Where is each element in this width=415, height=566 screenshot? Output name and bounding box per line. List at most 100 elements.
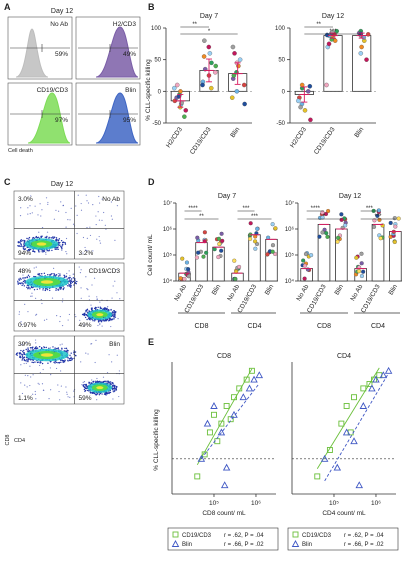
flow-dot xyxy=(27,348,29,351)
flow-dot xyxy=(20,349,22,352)
flow-dot xyxy=(62,360,65,362)
legend-series-name: Blin xyxy=(182,542,192,548)
data-point xyxy=(253,246,258,251)
flow-dot xyxy=(34,297,37,299)
data-point xyxy=(393,224,398,229)
flow-dot xyxy=(66,393,68,395)
data-point xyxy=(270,222,275,227)
flow-dot xyxy=(60,385,62,387)
legend-marker-triangle xyxy=(171,540,180,547)
flow-dot xyxy=(31,286,33,289)
density-contour xyxy=(36,242,47,246)
data-point xyxy=(216,255,221,260)
flow-dot xyxy=(65,347,68,350)
scatter-square xyxy=(243,376,250,383)
flow-dot xyxy=(86,389,89,392)
flow-dot xyxy=(30,376,32,378)
flow-dot xyxy=(19,243,22,245)
flow-dot xyxy=(41,302,43,305)
flow-dot xyxy=(59,241,61,244)
histogram-curve xyxy=(27,92,71,144)
flow-dot xyxy=(26,276,29,279)
data-point xyxy=(232,258,237,263)
flow-dot xyxy=(35,346,37,348)
y-tick-label: 0 xyxy=(158,89,162,95)
flow-dot xyxy=(21,284,23,287)
flow-dot xyxy=(20,356,22,359)
flow-dot xyxy=(30,349,32,351)
panel-c-xlabel: CD4 xyxy=(14,438,25,444)
flow-dot xyxy=(69,357,72,360)
quadrant-percent-tl: 48% xyxy=(18,268,31,275)
significance-label: *** xyxy=(374,214,382,220)
flow-dot xyxy=(75,205,77,207)
flow-dot xyxy=(104,307,106,309)
flow-dot xyxy=(50,237,52,239)
y-tick-label: 10⁴ xyxy=(163,278,173,285)
flow-dot xyxy=(58,238,61,240)
flow-dot xyxy=(30,359,33,361)
flow-dot xyxy=(21,392,24,395)
flow-dot xyxy=(34,251,36,253)
flow-dot xyxy=(59,275,61,277)
data-point xyxy=(255,226,260,231)
flow-dot xyxy=(91,392,94,394)
bar xyxy=(371,224,385,282)
flow-dot xyxy=(22,280,25,283)
flow-dot xyxy=(19,277,21,280)
flow-dot xyxy=(81,313,84,316)
histogram-percent: 97% xyxy=(55,117,68,124)
data-point xyxy=(194,255,199,260)
flow-dot xyxy=(42,289,44,291)
flow-dot xyxy=(80,269,82,271)
flow-dot xyxy=(20,244,23,246)
flow-dot xyxy=(63,241,65,244)
flow-dot xyxy=(106,319,108,321)
flow-dot xyxy=(96,298,98,301)
flow-dot xyxy=(109,381,112,383)
flow-dot xyxy=(105,308,108,310)
flow-dot xyxy=(32,237,34,239)
flow-dot xyxy=(23,242,25,244)
flow-dot xyxy=(65,226,67,228)
data-point xyxy=(361,269,366,274)
flow-dot xyxy=(66,285,69,287)
flow-dot xyxy=(116,199,118,201)
data-point xyxy=(324,82,329,88)
flow-dot xyxy=(45,288,48,290)
scatter-triangle xyxy=(359,402,368,409)
flow-dot xyxy=(82,252,84,254)
flow-dot xyxy=(66,278,68,280)
flow-dot xyxy=(54,360,56,362)
flow-dot xyxy=(52,286,54,288)
flow-dot xyxy=(90,310,92,313)
flow-dot xyxy=(35,314,37,316)
flow-dot xyxy=(27,288,29,290)
flow-dot xyxy=(100,307,103,310)
panel-label-e: E xyxy=(148,337,154,347)
flow-dot xyxy=(82,236,85,239)
y-tick-label: 50 xyxy=(154,58,161,64)
flow-dot xyxy=(46,318,48,320)
scatter-triangle xyxy=(197,454,206,462)
flow-dot xyxy=(90,307,93,309)
data-point xyxy=(183,108,189,113)
flow-dot xyxy=(69,219,71,221)
flow-dot xyxy=(83,324,85,326)
flow-dot xyxy=(118,395,120,398)
flow-dot xyxy=(61,343,63,345)
regression-line-blin xyxy=(324,372,389,482)
y-tick-label: 10⁵ xyxy=(285,252,295,259)
flow-dot xyxy=(63,275,66,277)
x-tick-label: Blin xyxy=(264,283,276,296)
flow-dot xyxy=(64,359,66,361)
x-tick-label: 10⁵ xyxy=(329,500,339,507)
data-point xyxy=(200,82,205,88)
flow-dot xyxy=(39,372,41,374)
flow-dot xyxy=(44,277,46,279)
flow-dot xyxy=(93,277,96,279)
flow-dot xyxy=(43,346,45,348)
flow-dot xyxy=(36,347,39,349)
flow-dot xyxy=(72,277,75,279)
x-tick-label: Blin xyxy=(388,283,400,296)
